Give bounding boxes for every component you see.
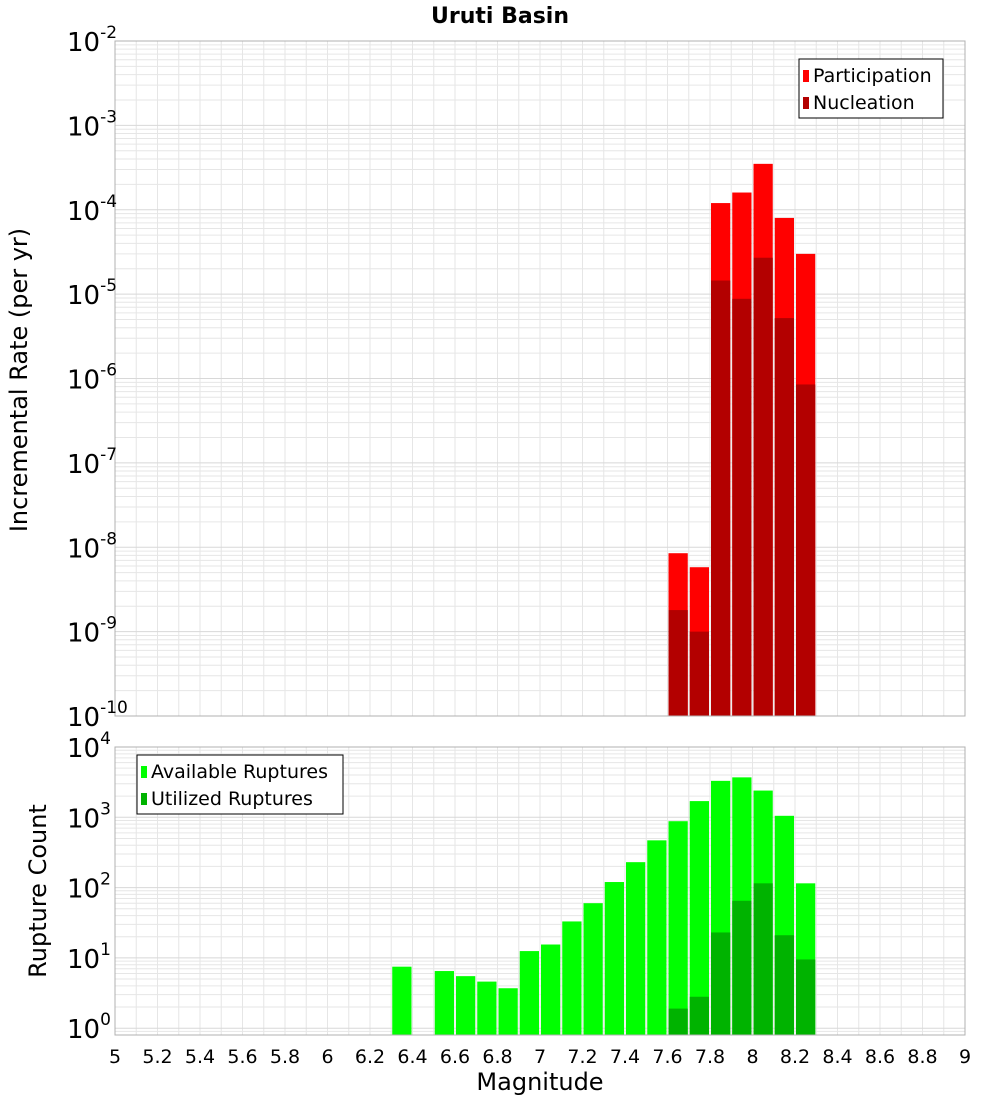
bar-available-ruptures — [392, 966, 412, 1035]
bar-available-ruptures — [477, 981, 497, 1035]
y-tick-label: 100 — [67, 1010, 111, 1045]
x-tick-label: 6.8 — [482, 1046, 512, 1068]
x-tick-labels: 5 5.2 5.4 5.6 5.8 6 6.2 6.4 6.6 6.8 7 7.2 7.4 7.6 7.8 8… — [109, 1046, 971, 1068]
legend-box — [136, 754, 344, 815]
legend-swatch-participation — [803, 70, 809, 82]
chart-title: Uruti Basin — [431, 4, 569, 29]
bar-available-ruptures — [456, 976, 476, 1035]
x-tick-label: 7.2 — [567, 1046, 597, 1068]
y-tick-label: 10-9 — [67, 614, 117, 649]
x-tick-label: 7 — [534, 1046, 546, 1068]
bar-utilized-ruptures — [774, 935, 794, 1035]
x-tick-label: 5.6 — [227, 1046, 257, 1068]
x-tick-label: 5.8 — [270, 1046, 300, 1068]
y-tick-label: 10-8 — [67, 529, 117, 564]
bar-nucleation — [774, 318, 794, 716]
legend-label-available-ruptures: Available Ruptures — [151, 761, 328, 783]
bar-available-ruptures — [668, 821, 688, 1035]
bar-utilized-ruptures — [732, 900, 752, 1035]
y-tick-label: 10-7 — [67, 445, 117, 480]
x-tick-label: 8.6 — [865, 1046, 895, 1068]
bottom-y-tick-labels: 100 101 102 103 104 — [67, 729, 111, 1045]
x-tick-label: 6 — [321, 1046, 333, 1068]
top-y-tick-labels: 10-10 10-9 10-8 10-7 10-6 10-5 10-4 10-3 10-2 — [67, 23, 128, 733]
x-tick-label: 6.6 — [440, 1046, 470, 1068]
x-axis-label: Magnitude — [476, 1068, 603, 1096]
x-tick-label: 9 — [959, 1046, 971, 1068]
x-tick-label: 8.4 — [822, 1046, 852, 1068]
x-tick-label: 6.2 — [355, 1046, 385, 1068]
x-tick-label: 5 — [109, 1046, 121, 1068]
y-tick-label: 101 — [67, 940, 111, 975]
y-tick-label: 10-6 — [67, 361, 117, 396]
legend-box — [798, 58, 944, 119]
x-tick-label: 8 — [746, 1046, 758, 1068]
x-tick-label: 7.6 — [652, 1046, 682, 1068]
bar-available-ruptures — [647, 840, 667, 1035]
y-tick-label: 102 — [67, 870, 111, 905]
bar-available-ruptures — [562, 921, 582, 1035]
y-tick-label: 10-5 — [67, 276, 117, 311]
legend-label-utilized-ruptures: Utilized Ruptures — [151, 788, 313, 810]
y-tick-label: 103 — [67, 799, 111, 834]
bar-available-ruptures — [498, 988, 518, 1035]
bottom-y-axis-label: Rupture Count — [24, 804, 52, 978]
y-tick-label: 10-10 — [67, 698, 128, 733]
top-plot-frame — [114, 40, 966, 717]
bottom-bars — [392, 777, 816, 1035]
bar-available-ruptures — [689, 801, 709, 1035]
legend-swatch-nucleation — [803, 97, 809, 109]
x-tick-label: 8.2 — [780, 1046, 810, 1068]
bar-nucleation — [711, 280, 731, 716]
y-tick-label: 10-3 — [67, 107, 117, 142]
bar-utilized-ruptures — [711, 932, 731, 1035]
legend-swatch-available-ruptures — [141, 766, 147, 778]
top-legend: Participation Nucleation — [798, 58, 944, 119]
bottom-legend: Available Ruptures Utilized Ruptures — [136, 754, 344, 815]
bar-nucleation — [796, 384, 816, 716]
bar-nucleation — [753, 257, 773, 716]
legend-label-participation: Participation — [813, 65, 932, 87]
x-tick-label: 6.4 — [397, 1046, 427, 1068]
bar-available-ruptures — [541, 944, 561, 1035]
legend-swatch-utilized-ruptures — [141, 793, 147, 805]
x-tick-label: 7.4 — [610, 1046, 640, 1068]
bar-available-ruptures — [519, 951, 539, 1035]
bottom-plot-frame — [114, 746, 966, 1036]
bar-available-ruptures — [434, 971, 454, 1035]
bar-nucleation — [668, 610, 688, 716]
y-tick-label: 10-2 — [67, 23, 117, 58]
bar-utilized-ruptures — [668, 1008, 688, 1035]
x-tick-label: 7.8 — [695, 1046, 725, 1068]
bar-available-ruptures — [583, 903, 603, 1035]
bar-available-ruptures — [604, 882, 624, 1035]
y-tick-label: 10-4 — [67, 192, 117, 227]
x-tick-label: 5.4 — [185, 1046, 215, 1068]
x-tick-label: 8.8 — [907, 1046, 937, 1068]
bar-utilized-ruptures — [689, 996, 709, 1035]
y-tick-label: 104 — [67, 729, 111, 764]
bar-utilized-ruptures — [796, 959, 816, 1035]
top-bars — [668, 163, 816, 717]
bar-available-ruptures — [626, 862, 646, 1035]
bar-nucleation — [732, 298, 752, 716]
legend-label-nucleation: Nucleation — [813, 92, 915, 114]
top-grid — [114, 40, 966, 717]
x-tick-label: 5.2 — [142, 1046, 172, 1068]
bar-nucleation — [689, 631, 709, 716]
bar-utilized-ruptures — [753, 883, 773, 1035]
top-y-axis-label: Incremental Rate (per yr) — [5, 228, 33, 532]
